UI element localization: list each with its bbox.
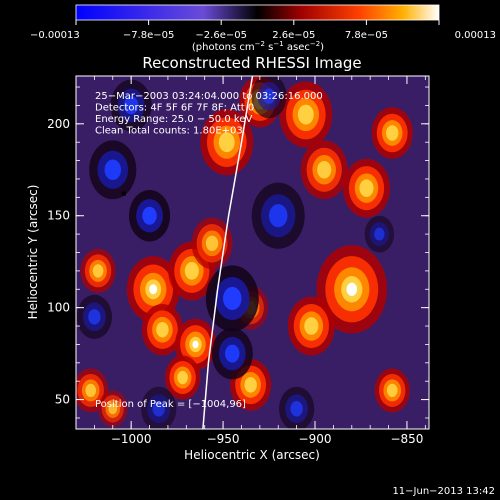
colorbar-unit-label: (photons cm−2 s−1 asec−2) bbox=[192, 40, 324, 53]
emission-blob bbox=[80, 248, 116, 293]
plot-image bbox=[76, 76, 429, 429]
emission-contour bbox=[268, 204, 288, 228]
emission-contour bbox=[184, 262, 199, 280]
emission-contour bbox=[374, 227, 385, 241]
peak-marker bbox=[121, 191, 126, 196]
info-line: Detectors: 4F 5F 6F 7F 8F; Att 0 bbox=[95, 103, 254, 114]
colorbar-tick-label: −0.00013 bbox=[30, 30, 80, 41]
emission-contour bbox=[297, 104, 314, 125]
y-tick-label: 200 bbox=[47, 117, 70, 131]
emission-contour bbox=[262, 88, 276, 104]
y-axis-label: Heliocentric Y (arcsec) bbox=[26, 185, 40, 320]
emission-contour bbox=[225, 344, 240, 363]
chart-title: Reconstructed RHESSI Image bbox=[142, 54, 361, 72]
colorbar-tick-label: −2.6e−05 bbox=[195, 30, 247, 41]
emission-blob bbox=[89, 140, 137, 200]
x-axis: −1000 −950 −900 −850 bbox=[75, 76, 426, 446]
emission-blob bbox=[110, 79, 152, 132]
emission-blob bbox=[128, 189, 171, 242]
colorbar-tick-label: 0.00013 bbox=[455, 30, 496, 41]
emission-blob bbox=[374, 368, 410, 413]
colorbar-tick-label: 2.6e−05 bbox=[272, 30, 315, 41]
emission-contour bbox=[223, 286, 242, 311]
emission-blob bbox=[205, 265, 259, 332]
emission-contour bbox=[244, 377, 257, 393]
emission-contour bbox=[104, 159, 122, 181]
emission-contour bbox=[317, 160, 332, 179]
emission-contour bbox=[359, 179, 374, 197]
emission-contour bbox=[192, 340, 199, 349]
colorbar-tick-label: −7.8e−05 bbox=[123, 30, 175, 41]
emission-blob bbox=[342, 158, 391, 218]
y-tick-label: 100 bbox=[47, 301, 70, 315]
emission-contour bbox=[92, 264, 104, 278]
observation-info: 25−Mar−2003 03:24:04.000 to 03:26:16.000… bbox=[95, 91, 323, 137]
y-axis: 50 100 150 200 bbox=[47, 86, 429, 419]
peak-position-label: Position of Peak = [−1004,96] bbox=[95, 399, 246, 410]
emission-blob bbox=[141, 386, 177, 429]
emission-blob bbox=[251, 76, 287, 119]
emission-blob bbox=[371, 107, 413, 159]
emission-map bbox=[76, 76, 413, 429]
footer-timestamp: 11−Jun−2013 13:42 bbox=[392, 486, 495, 497]
emission-blob bbox=[98, 390, 128, 428]
emission-blob bbox=[76, 294, 113, 339]
emission-blob bbox=[300, 140, 348, 200]
emission-contour bbox=[85, 383, 97, 398]
emission-contour bbox=[142, 206, 157, 225]
emission-blob bbox=[141, 303, 184, 356]
emission-contour bbox=[88, 309, 101, 325]
colorbar-tick-label: 7.8e−05 bbox=[345, 30, 388, 41]
peak-dot bbox=[121, 191, 126, 196]
emission-blob bbox=[278, 386, 315, 429]
emission-blob bbox=[251, 182, 305, 249]
emission-blob bbox=[164, 355, 201, 400]
emission-blob bbox=[364, 215, 395, 253]
emission-contour bbox=[386, 125, 399, 141]
emission-blob bbox=[200, 109, 254, 176]
x-tick-label: −1000 bbox=[111, 432, 152, 446]
emission-contour bbox=[177, 370, 188, 385]
info-line: 25−Mar−2003 03:24:04.000 to 03:26:16.000 bbox=[95, 91, 323, 102]
y-tick-label: 50 bbox=[55, 393, 70, 407]
emission-blob bbox=[287, 296, 335, 356]
emission-contour bbox=[156, 321, 169, 338]
x-tick-label: −850 bbox=[390, 432, 423, 446]
emission-contour bbox=[149, 284, 158, 295]
x-axis-label: Heliocentric X (arcsec) bbox=[184, 448, 320, 462]
emission-contour bbox=[108, 403, 118, 415]
emission-blob bbox=[316, 245, 388, 334]
colorbar-ticks: −0.00013 −7.8e−05 −2.6e−05 2.6e−05 7.8e−05 0.… bbox=[30, 20, 496, 41]
y-tick-label: 150 bbox=[47, 209, 70, 223]
emission-contour bbox=[346, 282, 358, 296]
emission-contour bbox=[304, 317, 319, 335]
emission-blob bbox=[211, 327, 253, 380]
emission-contour bbox=[205, 235, 219, 252]
emission-contour bbox=[152, 401, 165, 417]
emission-blob bbox=[279, 81, 333, 148]
colorbar bbox=[75, 4, 440, 21]
x-tick-label: −900 bbox=[299, 432, 332, 446]
emission-contour bbox=[386, 383, 398, 398]
solar-limb bbox=[202, 76, 254, 429]
emission-contour bbox=[123, 96, 139, 115]
emission-contour bbox=[218, 132, 235, 153]
info-line: Energy Range: 25.0 − 50.0 keV bbox=[95, 114, 252, 125]
info-line: Clean Total counts: 1.80E+03 bbox=[95, 126, 243, 137]
emission-contour bbox=[290, 401, 303, 417]
x-tick-label: −950 bbox=[207, 432, 240, 446]
